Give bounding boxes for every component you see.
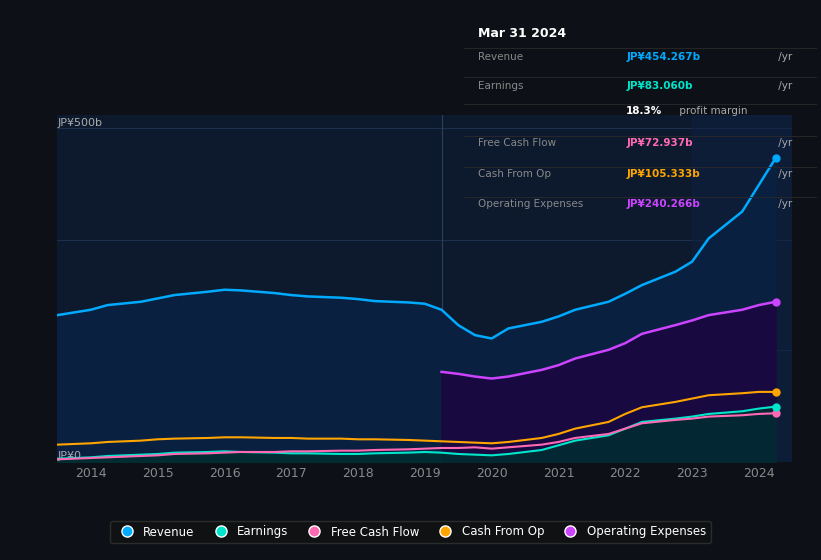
Text: JP¥83.060b: JP¥83.060b	[626, 81, 693, 91]
Text: Revenue: Revenue	[478, 52, 523, 62]
Text: Mar 31 2024: Mar 31 2024	[478, 27, 566, 40]
Text: Earnings: Earnings	[478, 81, 524, 91]
Text: Cash From Op: Cash From Op	[478, 169, 551, 179]
Text: /yr: /yr	[774, 81, 791, 91]
Bar	[692, 115, 799, 462]
Legend: Revenue, Earnings, Free Cash Flow, Cash From Op, Operating Expenses: Revenue, Earnings, Free Cash Flow, Cash …	[110, 521, 711, 543]
Text: JP¥500b: JP¥500b	[57, 118, 103, 128]
Text: JP¥240.266b: JP¥240.266b	[626, 199, 700, 209]
Text: JP¥0: JP¥0	[57, 451, 81, 461]
Text: Free Cash Flow: Free Cash Flow	[478, 138, 556, 148]
Text: 18.3%: 18.3%	[626, 106, 663, 116]
Text: JP¥454.267b: JP¥454.267b	[626, 52, 700, 62]
Text: /yr: /yr	[774, 138, 791, 148]
Text: /yr: /yr	[774, 169, 791, 179]
Text: JP¥105.333b: JP¥105.333b	[626, 169, 700, 179]
Text: /yr: /yr	[774, 199, 791, 209]
Text: JP¥72.937b: JP¥72.937b	[626, 138, 693, 148]
Text: profit margin: profit margin	[676, 106, 747, 116]
Text: Operating Expenses: Operating Expenses	[478, 199, 583, 209]
Text: /yr: /yr	[774, 52, 791, 62]
